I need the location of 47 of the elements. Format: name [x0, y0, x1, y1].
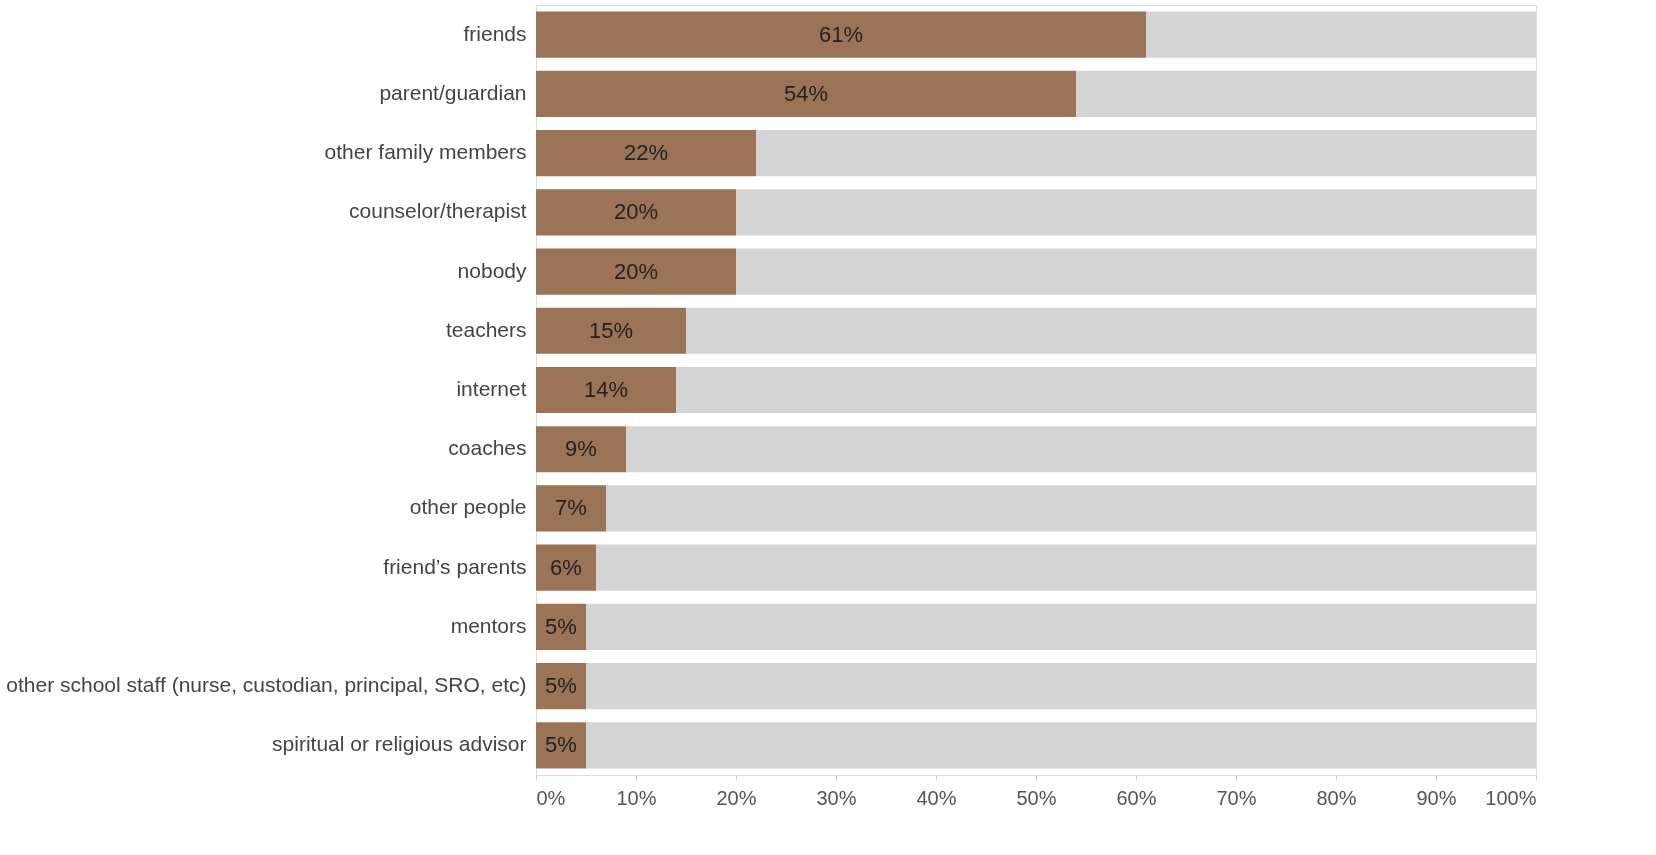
data-label: 5% [545, 613, 577, 639]
data-label: 22% [623, 140, 669, 166]
bar [536, 485, 606, 532]
data-label: 14% [583, 377, 629, 402]
y-tick-label: internet [456, 377, 527, 400]
bar [536, 307, 686, 354]
data-label: 9% [565, 436, 597, 462]
y-tick-label: teachers [445, 317, 527, 341]
y-tick-label: mentors [450, 613, 527, 637]
x-tick-label: 50% [1016, 786, 1057, 809]
data-label: 6% [550, 554, 582, 580]
y-tick-label: nobody [457, 258, 527, 282]
x-tick-label: 60% [1116, 786, 1157, 809]
x-tick-label: 90% [1416, 786, 1457, 809]
data-label: 7% [555, 495, 587, 521]
x-tick-label: 40% [916, 786, 957, 809]
data-label: 5% [545, 673, 577, 699]
y-tick-label: coaches [448, 436, 527, 460]
bar [536, 426, 626, 473]
data-label: 5% [545, 732, 577, 758]
y-tick-label: other school staff (nurse, custodian, principal, SRO, etc) [6, 673, 527, 697]
data-label: 20% [613, 199, 659, 225]
bar [536, 544, 596, 591]
bar [536, 189, 736, 236]
y-tick-label: spiritual or religious advisor [272, 732, 527, 756]
data-label: 15% [588, 317, 634, 343]
x-tick-label: 100% [1485, 786, 1537, 809]
x-tick-label: 10% [616, 786, 657, 809]
x-tick-label: 30% [816, 786, 857, 809]
y-tick-label: counselor/therapist [349, 199, 527, 223]
x-tick-label: 20% [716, 786, 757, 809]
bar [536, 70, 1076, 117]
bar [536, 129, 756, 177]
bar [536, 11, 1146, 58]
bar [536, 366, 676, 414]
y-tick-label: friends [463, 21, 527, 45]
data-label: 54% [783, 80, 829, 106]
data-label: 61% [818, 21, 864, 47]
y-tick-label: parent/guardian [379, 80, 527, 104]
y-tick-label: other family members [324, 140, 527, 164]
x-tick-label: 70% [1216, 786, 1257, 809]
y-tick-label: other people [409, 495, 527, 519]
y-tick-label: friend’s parents [383, 554, 527, 578]
x-tick-label: 0% [536, 786, 566, 809]
bar [536, 248, 736, 295]
x-tick-label: 80% [1316, 786, 1357, 809]
data-label: 20% [613, 258, 659, 284]
